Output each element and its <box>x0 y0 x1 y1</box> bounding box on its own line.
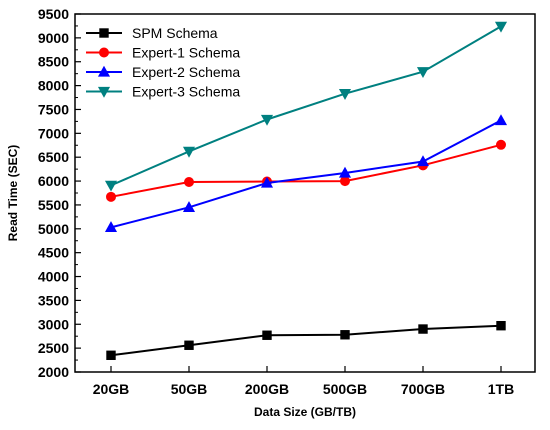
legend-item: SPM Schema <box>86 25 218 41</box>
series-line <box>110 324 502 357</box>
y-tick-label: 4500 <box>38 245 69 261</box>
x-axis: 20GB 50GB 200GB 500GB 700GB 1TB <box>93 366 514 397</box>
series-layer <box>104 21 508 360</box>
legend-marker <box>99 47 109 58</box>
data-point <box>496 320 506 331</box>
legend-item: Expert-1 Schema <box>86 45 240 61</box>
y-tick-label: 9500 <box>38 6 69 22</box>
data-point <box>182 146 196 158</box>
x-tick-label: 200GB <box>245 381 289 397</box>
data-point <box>260 176 274 188</box>
y-tick-label: 3500 <box>38 292 69 308</box>
data-point <box>184 340 194 350</box>
legend-label: Expert-2 Schema <box>132 64 240 80</box>
data-point <box>260 114 274 126</box>
legend-label: Expert-1 Schema <box>132 45 240 61</box>
y-tick-label: 6500 <box>38 149 69 165</box>
y-tick-label: 4000 <box>38 269 69 285</box>
y-tick-label: 5000 <box>38 221 69 237</box>
data-point <box>184 177 194 188</box>
data-point <box>106 191 116 202</box>
data-point <box>494 21 508 33</box>
data-point <box>494 114 508 126</box>
y-tick-label: 2000 <box>38 364 69 380</box>
data-point <box>340 176 350 187</box>
data-point <box>338 166 352 178</box>
legend-item: Expert-3 Schema <box>86 84 240 100</box>
x-tick-label: 20GB <box>93 381 130 397</box>
y-tick-label: 2500 <box>38 340 69 356</box>
series-expert-3-schema <box>104 21 508 192</box>
x-axis-label: Data Size (GB/TB) <box>254 405 356 419</box>
data-point <box>416 67 430 78</box>
legend-item: Expert-2 Schema <box>86 64 240 80</box>
data-point <box>182 201 196 212</box>
series-expert-2-schema <box>104 114 508 233</box>
x-tick-label: 700GB <box>401 381 445 397</box>
series-spm-schema <box>106 320 506 360</box>
y-tick-label: 7000 <box>38 125 69 141</box>
data-point <box>340 330 350 340</box>
legend-marker <box>97 65 111 77</box>
series-line <box>110 143 502 198</box>
legend: SPM Schema Expert-1 Schema Expert-2 Schema… <box>86 25 240 100</box>
x-tick-label: 50GB <box>171 381 208 397</box>
y-tick-label: 9000 <box>38 30 69 46</box>
legend-marker <box>99 28 109 38</box>
y-tick-label: 6000 <box>38 173 69 189</box>
legend-marker <box>97 86 111 98</box>
y-tick-label: 3000 <box>38 316 69 332</box>
y-tick-label: 5500 <box>38 197 69 213</box>
data-point <box>496 139 506 150</box>
data-point <box>106 350 116 360</box>
data-point <box>416 155 430 167</box>
data-point <box>104 221 118 233</box>
y-axis-label: Read Time (SEC) <box>6 145 20 241</box>
x-tick-label: 500GB <box>323 381 367 397</box>
series-line <box>110 119 502 229</box>
series-line <box>110 25 502 187</box>
legend-label: Expert-3 Schema <box>132 84 240 100</box>
y-tick-label: 8000 <box>38 78 69 94</box>
y-axis: 2000 2500 3000 3500 4000 4500 5000 5500 6000 6500… <box>38 6 81 380</box>
legend-label: SPM Schema <box>132 25 218 41</box>
x-tick-label: 1TB <box>488 381 514 397</box>
data-point <box>104 180 118 192</box>
y-tick-label: 7500 <box>38 101 69 117</box>
data-point <box>418 324 428 334</box>
data-point <box>338 89 352 100</box>
y-tick-label: 8500 <box>38 54 69 70</box>
data-point <box>262 330 272 340</box>
